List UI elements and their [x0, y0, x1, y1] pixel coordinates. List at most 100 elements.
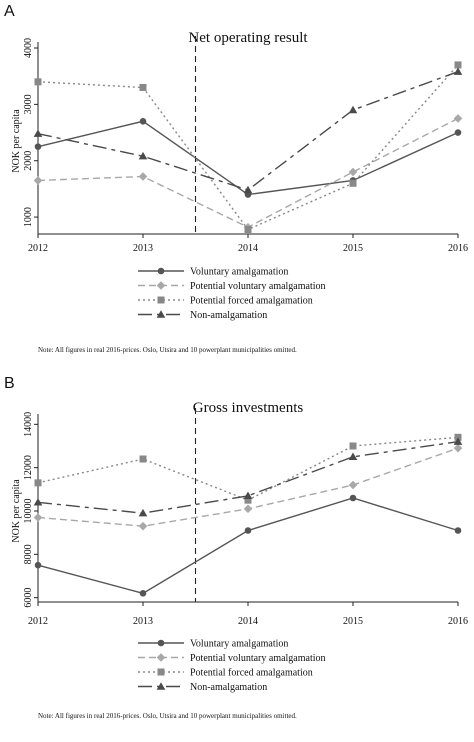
data-point [453, 437, 463, 445]
legend-swatch-marker [156, 281, 166, 290]
legend-swatch-marker [157, 668, 165, 676]
x-tick-label: 2016 [448, 616, 468, 627]
y-tick-label: 4000 [23, 38, 34, 58]
legend-label: Potential forced amalgamation [190, 668, 313, 679]
data-point [139, 455, 147, 463]
data-point [349, 442, 357, 450]
data-point [454, 61, 462, 69]
data-point [454, 129, 462, 136]
series-non-amalgamation [33, 437, 463, 517]
legend-item: Non-amalgamation [138, 682, 267, 693]
series-line [37, 447, 459, 527]
panel-label: A [4, 3, 15, 20]
data-point [454, 527, 462, 534]
legend-item: Potential forced amalgamation [138, 668, 313, 679]
data-point [138, 151, 148, 160]
figure-note: Note: All figures in real 2016-prices. O… [38, 346, 297, 354]
legend: Voluntary amalgamation Potential voluntar… [138, 639, 326, 693]
legend-item: Potential voluntary amalgamation [138, 653, 326, 664]
series-potential-forced-amalgamation [34, 433, 462, 504]
chart-panel-a: A Net operating result 1000 2000 3000 4000 NOK… [4, 3, 468, 354]
x-tick-label: 2013 [133, 243, 153, 254]
data-point [138, 172, 148, 181]
legend-label: Potential voluntary amalgamation [190, 281, 326, 292]
y-tick-label: 12000 [23, 455, 34, 480]
data-point [33, 129, 43, 137]
data-point [138, 521, 148, 531]
data-point [33, 498, 43, 506]
data-point [243, 185, 253, 194]
x-tick-label: 2015 [343, 243, 363, 254]
x-tick-label: 2014 [238, 243, 258, 254]
data-point [348, 105, 358, 114]
series-line [37, 436, 459, 501]
legend-item: Voluntary amalgamation [138, 639, 288, 650]
data-point [453, 443, 463, 453]
x-tick-label: 2014 [238, 616, 258, 627]
data-point [348, 452, 358, 461]
data-point [139, 117, 147, 125]
data-point [243, 504, 253, 514]
data-point [454, 433, 462, 441]
y-tick-label: 6000 [23, 588, 34, 608]
x-tick-label: 2012 [28, 616, 48, 627]
data-point [453, 114, 463, 123]
legend-swatch-marker [156, 310, 166, 318]
data-point [348, 167, 358, 177]
legend-item: Non-amalgamation [138, 310, 267, 321]
y-tick-label: 10000 [23, 499, 34, 524]
data-point [349, 179, 357, 187]
legend-swatch-marker [157, 267, 165, 275]
x-tick-label: 2012 [28, 243, 48, 254]
data-point [244, 225, 252, 233]
legend-label: Non-amalgamation [190, 310, 267, 321]
legend-label: Non-amalgamation [190, 682, 267, 693]
data-point [139, 590, 147, 597]
legend-label: Voluntary amalgamation [190, 267, 288, 278]
legend-item: Voluntary amalgamation [138, 267, 288, 278]
series-potential-forced-amalgamation [34, 61, 462, 233]
series-potential-voluntary-amalgamation [33, 443, 463, 531]
data-point [243, 491, 253, 500]
y-tick-label: 8000 [23, 544, 34, 564]
data-point [34, 561, 42, 569]
x-tick-label: 2013 [133, 616, 153, 627]
legend: Voluntary amalgamation Potential voluntar… [138, 267, 326, 321]
data-point [34, 143, 42, 150]
data-point [348, 480, 358, 490]
data-point [349, 494, 357, 502]
series-line [37, 120, 459, 196]
y-tick-label: 14000 [23, 412, 34, 437]
y-tick-label: 2000 [23, 151, 34, 171]
data-point [139, 83, 147, 91]
data-point [33, 176, 43, 185]
data-point [34, 479, 42, 487]
legend-swatch-marker [156, 653, 166, 662]
data-point [244, 496, 252, 504]
chart-title: Net operating result [188, 30, 308, 46]
legend-swatch-marker [156, 682, 166, 690]
panel-label: B [4, 375, 15, 392]
legend-swatch-marker [157, 639, 165, 647]
y-tick-label: 3000 [23, 94, 34, 114]
chart-panel-b: B Gross investments 6000 8000 10000 12000 1400… [4, 375, 468, 720]
series-voluntary-amalgamation [34, 494, 462, 597]
data-point [453, 67, 463, 75]
y-axis-label: NOK per capita [11, 109, 22, 173]
data-point [244, 527, 252, 534]
series-non-amalgamation [33, 67, 463, 194]
legend-swatch-marker [157, 296, 165, 304]
y-axis-label: NOK per capita [11, 479, 22, 543]
legend-item: Potential voluntary amalgamation [138, 281, 326, 292]
data-point [33, 513, 43, 522]
y-tick-label: 1000 [23, 207, 34, 227]
chart-title: Gross investments [193, 400, 304, 416]
data-point [34, 78, 42, 86]
legend-label: Potential voluntary amalgamation [190, 653, 326, 664]
legend-label: Voluntary amalgamation [190, 639, 288, 650]
data-point [138, 508, 148, 517]
series-line [37, 117, 459, 229]
figure-note: Note: All figures in real 2016-prices. O… [38, 712, 297, 720]
x-tick-label: 2016 [448, 243, 468, 254]
